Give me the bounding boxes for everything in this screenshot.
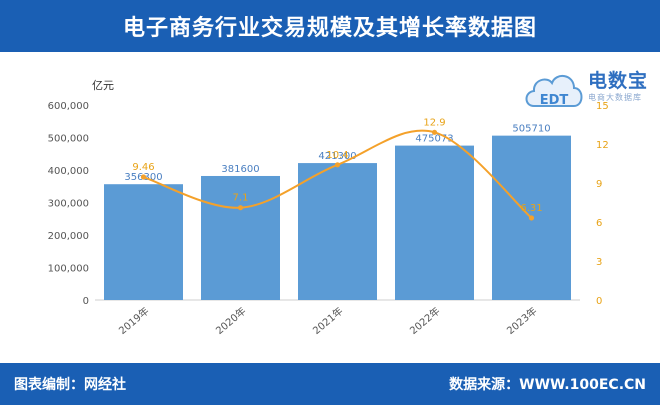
bar-2019 xyxy=(104,184,183,300)
header-bar: 电子商务行业交易规模及其增长率数据图 xyxy=(0,0,660,52)
y-left-tick-label: 0 xyxy=(83,296,89,307)
y-left-tick-label: 100,000 xyxy=(48,264,89,275)
bar-value-label: 505710 xyxy=(512,124,550,135)
logo-name: 电数宝 xyxy=(588,70,649,92)
y-left-tick-label: 500,000 xyxy=(48,134,89,145)
growth-rate-point xyxy=(431,129,438,135)
y-left-unit: 亿元 xyxy=(92,79,114,92)
growth-rate-label: 12.9 xyxy=(423,117,445,128)
y-right-tick-label: 0 xyxy=(596,296,602,307)
growth-rate-label: 6.31 xyxy=(520,203,542,214)
y-left-tick-label: 600,000 xyxy=(48,101,89,112)
x-tick-label: 2020年 xyxy=(213,304,249,337)
x-tick-label: 2023年 xyxy=(504,304,540,337)
y-right-tick-label: 6 xyxy=(596,218,602,229)
growth-rate-label: 7.1 xyxy=(233,193,249,204)
y-right-tick-label: 15 xyxy=(596,101,609,112)
x-tick-label: 2022年 xyxy=(407,304,443,337)
cloud-logo-icon: EDT xyxy=(525,75,583,108)
growth-rate-point xyxy=(528,215,535,221)
bar-2022 xyxy=(395,145,474,300)
growth-rate-point xyxy=(334,162,341,168)
footer-source: 数据来源：WWW.100EC.CN xyxy=(449,377,646,393)
growth-rate-label: 10.4 xyxy=(326,150,348,161)
x-tick-label: 2021年 xyxy=(310,304,346,337)
page-title: 电子商务行业交易规模及其增长率数据图 xyxy=(122,16,537,41)
bar-value-label: 421300 xyxy=(318,151,356,162)
growth-rate-point xyxy=(140,174,147,180)
y-left-tick-label: 200,000 xyxy=(48,231,89,242)
growth-rate-label: 9.46 xyxy=(132,162,154,173)
growth-rate-point xyxy=(237,205,244,211)
logo: EDT 电数宝 电商大数据库 xyxy=(522,62,652,118)
bar-value-label: 475073 xyxy=(415,134,453,145)
y-right-tick-label: 9 xyxy=(596,179,602,190)
chart: 亿元0100,000200,000300,000400,000500,00060… xyxy=(48,79,609,337)
y-right-tick-label: 12 xyxy=(596,140,609,151)
y-left-tick-label: 300,000 xyxy=(48,199,89,210)
y-right-tick-label: 3 xyxy=(596,257,602,268)
footer-bar: 图表编制：网经社 数据来源：WWW.100EC.CN xyxy=(0,363,660,405)
y-left-tick-label: 400,000 xyxy=(48,166,89,177)
bar-value-label: 381600 xyxy=(221,164,259,175)
bar-2021 xyxy=(298,163,377,300)
bar-2020 xyxy=(201,175,280,300)
logo-tagline: 电商大数据库 xyxy=(588,93,642,102)
x-tick-label: 2019年 xyxy=(116,304,152,337)
logo-badge: EDT xyxy=(540,93,569,108)
footer-credit: 图表编制：网经社 xyxy=(14,377,126,393)
